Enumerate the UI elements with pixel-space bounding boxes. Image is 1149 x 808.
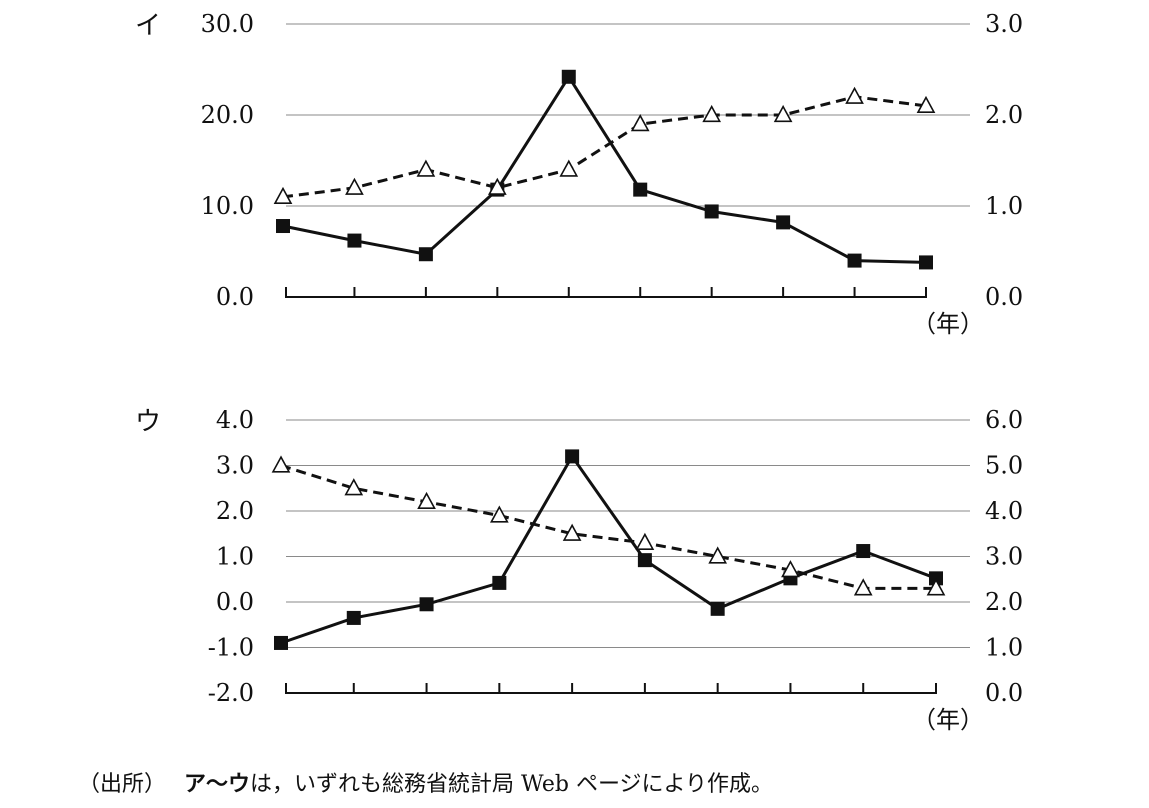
y-right-tick-label: 6.0 [985,406,1023,434]
data-point-square [346,610,361,625]
data-point-triangle [487,177,507,195]
data-point-triangle [489,505,509,523]
data-point-square [419,597,434,612]
source-bold-part: ア〜ウ [184,772,251,797]
y-right-tick-label: 1.0 [985,192,1023,220]
panel-label: ウ [135,407,161,437]
data-point-square [492,575,507,590]
chart-panel-i: イ 0.0 10.0 20.0 30.0 0.0 1.0 2.0 3.0 （年） [135,10,1023,338]
data-point-square [704,204,719,219]
data-point-square [565,449,580,464]
y-right-tick-label: 2.0 [985,588,1023,616]
data-point-square [418,247,433,262]
panel-label: イ [135,11,161,41]
x-unit-label: （年） [912,310,984,338]
data-point-square [561,69,576,84]
data-point-triangle [702,104,722,123]
data-point-triangle [417,491,436,510]
series-line-dashed [282,95,927,199]
data-point-square [276,219,290,234]
y-left-tick-label: 3.0 [216,452,254,480]
data-point-square [847,253,862,268]
data-point-square [633,182,648,197]
data-point-triangle [345,177,364,195]
data-point-triangle [344,478,364,496]
data-point-square [856,544,871,559]
y-left-tick-label: 0.0 [216,588,254,616]
y-right-tick-label: 1.0 [985,634,1023,662]
data-point-triangle [635,532,655,550]
x-unit-label: （年） [912,706,984,734]
data-point-triangle [781,560,800,578]
y-left-tick-label: 2.0 [216,497,254,525]
source-rest: は，いずれも総務省統計局 Web ページにより作成。 [250,772,774,797]
y-left-tick-label: 20.0 [201,101,254,129]
data-point-square [274,635,288,650]
y-left-tick-label: 0.0 [216,283,254,311]
data-point-triangle [845,86,864,104]
data-point-triangle [630,114,650,132]
y-left-tick-label: 30.0 [201,10,254,38]
series-line-solid [282,73,927,264]
y-right-tick-label: 3.0 [985,10,1023,38]
series-line-dashed [280,464,936,590]
source-prefix: （出所） [78,772,167,797]
y-right-tick-label: 0.0 [985,283,1023,311]
y-right-tick-label: 4.0 [985,497,1023,525]
data-point-square [347,233,362,248]
data-point-triangle [853,578,873,596]
y-left-tick-label: 10.0 [201,192,254,220]
data-point-square [637,553,652,568]
y-right-tick-label: 2.0 [985,101,1023,129]
data-point-triangle [926,578,946,596]
y-left-tick-label: -2.0 [208,679,254,707]
y-right-tick-label: 5.0 [985,452,1023,480]
chart-panel-u: ウ -2.0 -1.0 0.0 1.0 2.0 3.0 4.0 0.0 1.0 2.0 3.0 4.0 5… [135,406,1023,734]
data-point-triangle [916,95,936,113]
data-point-triangle [273,186,293,204]
y-right-tick-label: 3.0 [985,543,1023,571]
data-point-square [776,215,791,230]
data-point-square [919,255,933,270]
series-line-solid [280,453,937,645]
data-point-triangle [562,523,582,541]
data-point-square [710,601,725,616]
y-left-tick-label: -1.0 [208,634,254,662]
data-point-triangle [773,104,793,123]
source-note: （出所） ア〜ウは，いずれも総務省統計局 Web ページにより作成。 [78,766,773,798]
data-point-triangle [271,455,291,473]
data-point-triangle [559,159,579,177]
data-point-triangle [708,546,728,564]
y-left-tick-label: 4.0 [216,406,254,434]
y-right-tick-label: 0.0 [985,679,1023,707]
data-point-triangle [416,159,436,177]
y-left-tick-label: 1.0 [216,543,254,571]
